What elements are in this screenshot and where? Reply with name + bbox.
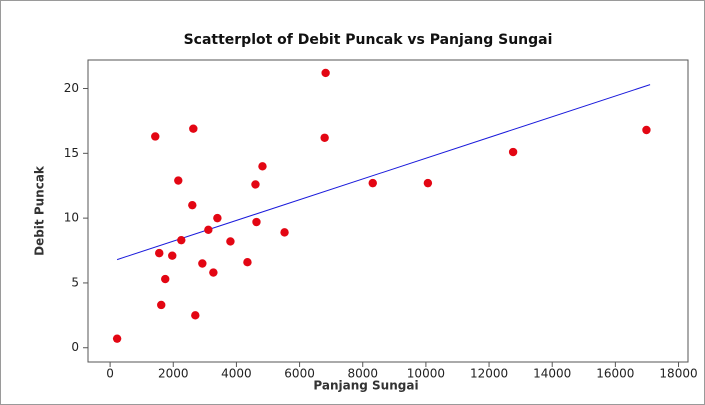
data-point [226, 237, 235, 246]
data-point [320, 133, 329, 142]
data-point [209, 268, 218, 277]
data-point [174, 176, 183, 185]
data-point [258, 162, 267, 171]
plot-area [87, 59, 689, 363]
data-point [213, 213, 222, 223]
data-point [155, 248, 164, 258]
y-tick-label: 20 [64, 81, 79, 95]
data-point [189, 124, 198, 133]
data-point [423, 178, 433, 188]
data-point [112, 334, 122, 343]
data-point [280, 228, 289, 237]
data-point [252, 217, 261, 227]
data-point [251, 180, 260, 189]
data-point [508, 147, 518, 157]
x-tick-label: 18000 [659, 367, 697, 381]
data-point [368, 178, 377, 188]
chart-title: Scatterplot of Debit Puncak vs Panjang S… [184, 32, 553, 48]
y-axis-title: Debit Puncak [33, 165, 47, 256]
data-point [321, 68, 330, 78]
x-tick-label: 6000 [284, 367, 315, 381]
x-tick-label: 2000 [158, 367, 189, 381]
x-tick-label: 14000 [533, 367, 571, 381]
y-tick-label: 10 [64, 211, 79, 225]
data-point [204, 225, 213, 234]
x-tick-label: 0 [106, 367, 114, 381]
x-tick-label: 16000 [596, 367, 634, 381]
y-tick-label: 0 [71, 340, 79, 354]
data-point [157, 300, 166, 310]
data-point [642, 125, 651, 135]
data-point [188, 200, 197, 210]
data-point [168, 251, 177, 260]
data-point [151, 132, 160, 141]
x-tick-label: 12000 [470, 367, 508, 381]
x-tick-label: 4000 [221, 367, 252, 381]
data-point [161, 274, 170, 284]
y-tick-label: 5 [71, 275, 79, 289]
x-tick-label: 8000 [347, 367, 378, 381]
y-tick-label: 15 [64, 146, 79, 160]
data-point [243, 257, 252, 267]
data-point [177, 235, 186, 245]
x-axis-title: Panjang Sungai [313, 379, 418, 393]
x-tick-label: 10000 [407, 367, 445, 381]
data-point [198, 259, 207, 268]
data-point [191, 311, 200, 320]
